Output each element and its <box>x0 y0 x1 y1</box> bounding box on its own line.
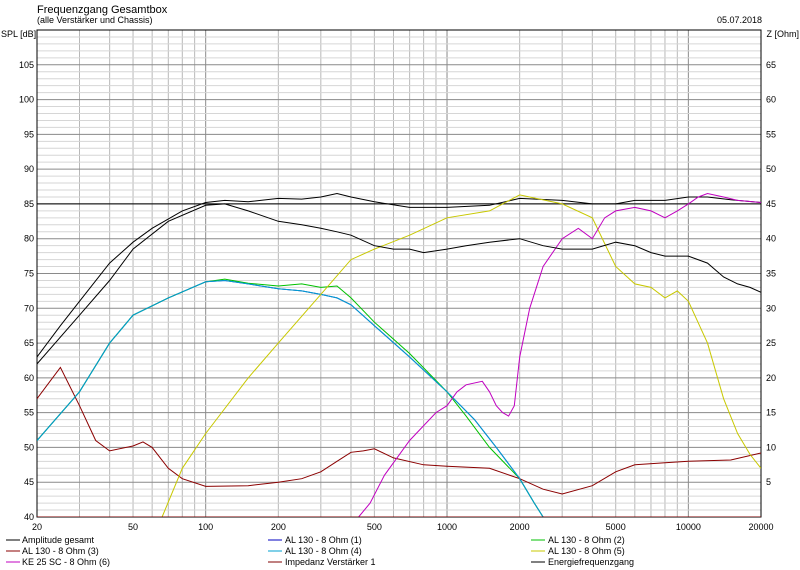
grid <box>37 30 761 517</box>
y-right-tick-label: 5 <box>766 477 771 487</box>
y-left-tick-label: 90 <box>24 164 34 174</box>
series-group <box>37 192 761 517</box>
legend-al130-2: AL 130 - 8 Ohm (2) <box>548 535 625 545</box>
series-line-amplitude-gesamt <box>37 192 761 358</box>
chart-title: Frequenzgang Gesamtbox <box>37 4 168 16</box>
y-right-tick-label: 60 <box>766 95 776 105</box>
legend-impedanz-verstaerker-1: Impedanz Verstärker 1 <box>285 557 376 567</box>
legend-al130-5: AL 130 - 8 Ohm (5) <box>548 546 625 556</box>
chart-date: 05.07.2018 <box>717 15 762 25</box>
series-line-energiefrequenzgang <box>37 203 761 365</box>
y-left-tick-label: 70 <box>24 303 34 313</box>
x-tick-label: 20000 <box>748 522 773 532</box>
y-left-tick-label: 65 <box>24 338 34 348</box>
legend-al130-4: AL 130 - 8 Ohm (4) <box>285 546 362 556</box>
x-tick-label: 2000 <box>510 522 530 532</box>
x-tick-label: 500 <box>367 522 382 532</box>
series-line-ke-25-sc-8-ohm-6 <box>358 192 761 517</box>
y-right-tick-label: 65 <box>766 60 776 70</box>
x-tick-label: 1000 <box>437 522 457 532</box>
legend-amplitude-gesamt: Amplitude gesamt <box>22 535 95 545</box>
y-right-tick-label: 20 <box>766 373 776 383</box>
x-tick-label: 5000 <box>606 522 626 532</box>
legend-energiefrequenzgang: Energiefrequenzgang <box>548 557 634 567</box>
chart-subtitle: (alle Verstärker und Chassis) <box>37 15 153 25</box>
y-left-tick-label: 40 <box>24 512 34 522</box>
legend: Amplitude gesamt AL 130 - 8 Ohm (3) KE 2… <box>6 535 634 567</box>
y-right-tick-label: 40 <box>766 234 776 244</box>
legend-al130-1: AL 130 - 8 Ohm (1) <box>285 535 362 545</box>
y-left-tick-label: 80 <box>24 234 34 244</box>
y-right-tick-label: 30 <box>766 303 776 313</box>
y-left-tick-label: 95 <box>24 129 34 139</box>
x-axis-ticks: 20 50 100 200 500 1000 2000 5000 10000 20000 <box>32 522 774 532</box>
y-left-tick-label: 75 <box>24 269 34 279</box>
y-left-tick-label: 50 <box>24 442 34 452</box>
x-tick-label: 200 <box>271 522 286 532</box>
y-left-tick-label: 100 <box>19 95 34 105</box>
series-line-al-130-8-ohm-5 <box>37 194 761 517</box>
y-left-tick-label: 85 <box>24 199 34 209</box>
legend-al130-3: AL 130 - 8 Ohm (3) <box>22 546 99 556</box>
y-right-tick-label: 35 <box>766 269 776 279</box>
y-axis-left-ticks: 40 45 50 55 60 65 70 75 80 85 90 95 100 105 <box>19 60 34 522</box>
y-right-tick-label: 10 <box>766 442 776 452</box>
y-right-tick-label: 45 <box>766 199 776 209</box>
y-left-tick-label: 45 <box>24 477 34 487</box>
legend-ke25sc-6: KE 25 SC - 8 Ohm (6) <box>22 557 110 567</box>
y-left-tick-label: 60 <box>24 373 34 383</box>
y-right-tick-label: 50 <box>766 164 776 174</box>
series-line-al-130-8-ohm-3 <box>37 366 761 495</box>
x-tick-label: 50 <box>128 522 138 532</box>
y-axis-right-label: Z [Ohm] <box>766 29 799 39</box>
y-axis-left-label: SPL [dB] <box>1 29 36 39</box>
y-left-tick-label: 105 <box>19 60 34 70</box>
y-right-tick-label: 55 <box>766 129 776 139</box>
y-axis-right-ticks: 5 10 15 20 25 30 35 40 45 50 55 60 65 <box>766 60 776 487</box>
y-right-tick-label: 15 <box>766 408 776 418</box>
x-tick-label: 10000 <box>676 522 701 532</box>
y-right-tick-label: 25 <box>766 338 776 348</box>
x-tick-label: 20 <box>32 522 42 532</box>
x-tick-label: 100 <box>198 522 213 532</box>
y-left-tick-label: 55 <box>24 408 34 418</box>
